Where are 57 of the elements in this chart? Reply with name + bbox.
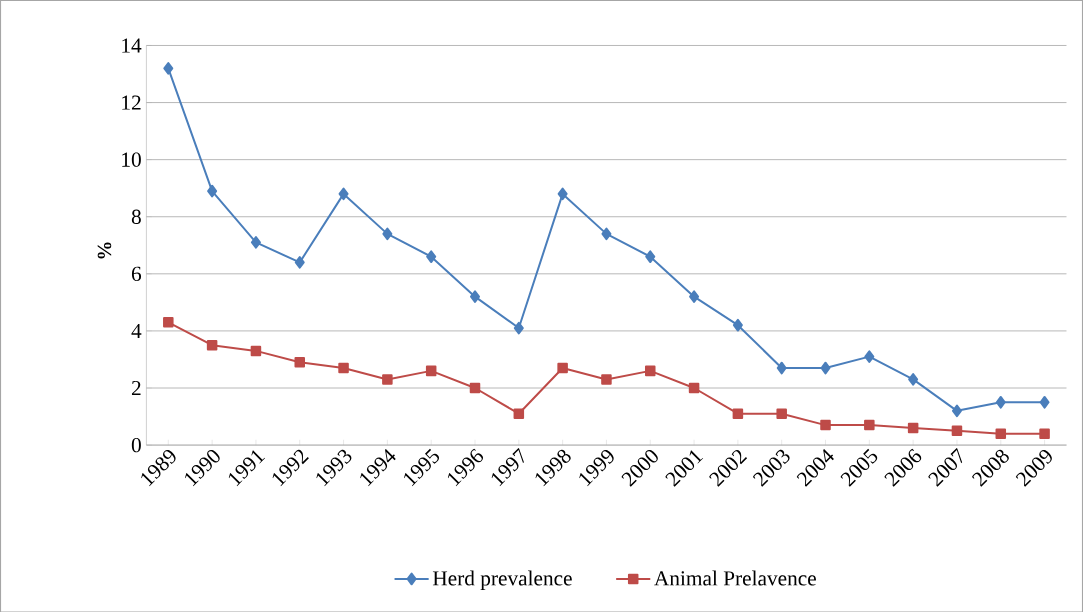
point xyxy=(206,339,218,351)
point xyxy=(294,356,306,368)
legend-label: Animal Prelavence xyxy=(654,570,816,586)
point xyxy=(338,362,349,374)
point xyxy=(163,316,174,328)
point xyxy=(250,345,262,356)
point xyxy=(470,290,480,303)
point xyxy=(645,250,656,263)
y-axis-title: % xyxy=(97,242,112,259)
point xyxy=(776,408,787,419)
point xyxy=(513,408,525,419)
point xyxy=(601,227,612,240)
point xyxy=(1039,395,1050,409)
point xyxy=(557,362,568,374)
y-tick-label: 10 xyxy=(122,152,141,167)
point xyxy=(995,395,1006,409)
point xyxy=(820,419,831,431)
point xyxy=(864,350,875,363)
point xyxy=(776,361,787,375)
point xyxy=(732,318,743,332)
point xyxy=(426,250,437,263)
y-tick-label: 4 xyxy=(131,323,142,338)
point xyxy=(732,408,744,419)
point xyxy=(250,235,261,249)
point xyxy=(601,373,612,385)
y-tick-label: 8 xyxy=(131,209,141,224)
point xyxy=(951,425,963,436)
x-tick-label: 1991 xyxy=(228,450,265,486)
point xyxy=(951,404,962,417)
y-tick-label: 6 xyxy=(131,266,142,281)
point xyxy=(908,372,919,386)
y-tick-label: 12 xyxy=(122,95,141,110)
legend-label: Herd prevalence xyxy=(432,570,572,590)
point xyxy=(469,382,481,394)
x-tick-label: 1990 xyxy=(185,449,220,486)
y-tick-label: 0 xyxy=(131,437,141,453)
point xyxy=(338,187,349,201)
point xyxy=(207,184,218,198)
x-tick-label: 1989 xyxy=(141,449,176,486)
point xyxy=(864,419,875,431)
point xyxy=(907,422,919,433)
point xyxy=(995,428,1007,439)
point xyxy=(1039,428,1050,439)
point xyxy=(688,382,700,394)
point xyxy=(644,365,656,376)
point xyxy=(513,321,524,335)
point xyxy=(163,61,174,75)
x-tick-label: 1999 xyxy=(579,449,614,486)
point xyxy=(382,227,393,240)
point xyxy=(425,365,437,376)
point xyxy=(294,255,305,269)
point xyxy=(689,290,700,303)
point xyxy=(557,187,568,201)
point xyxy=(382,373,393,385)
point xyxy=(820,361,831,375)
y-tick-label: 2 xyxy=(131,380,141,395)
y-tick-label: 14 xyxy=(122,38,142,53)
